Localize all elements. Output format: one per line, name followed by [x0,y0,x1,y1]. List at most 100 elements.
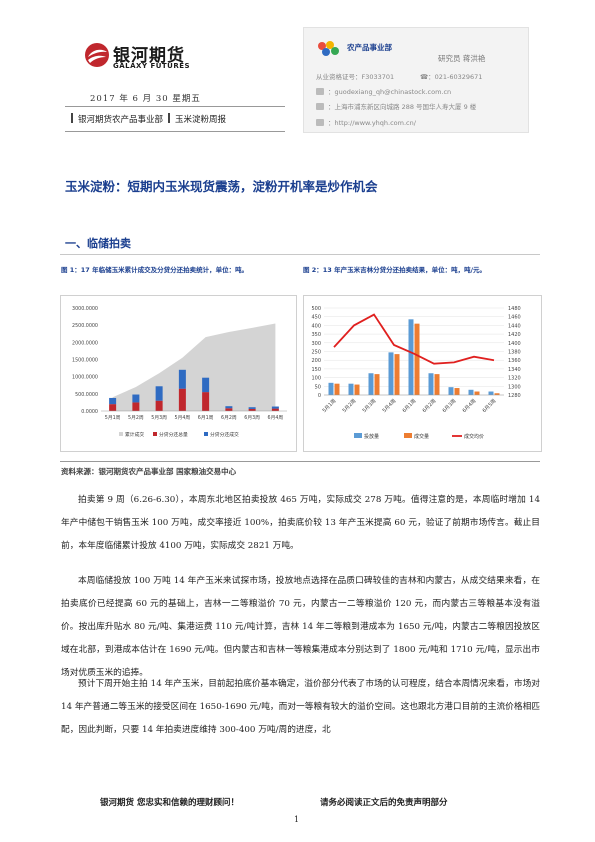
paragraph-3: 预计下周开始主拍 14 年产玉米，目前起拍底价基本确定，溢价部分代表了市场的认可… [61,679,540,735]
divider-mark [71,113,73,123]
divider-mark [168,113,171,123]
legend-swatch [404,433,412,438]
bar-volume-offered [488,391,494,395]
report-title: 玉米淀粉：短期内玉米现货震荡，淀粉开机率是炒作机会 [65,179,378,194]
bar-volume-offered [328,382,334,395]
header-divider [65,106,285,107]
bar-allocation-total [109,404,117,411]
bar-volume-traded [434,374,440,395]
paragraph-2: 本周临储投放 100 万吨 14 年产玉米来试探市场，投放地点选择在品质口碑较佳… [61,576,540,678]
series-area-cumulative [112,323,276,411]
source-divider [60,461,540,462]
report-date: 2017 年 6 月 30 星期五 [90,94,201,104]
legend-label: 投放量 [364,433,379,440]
website-link[interactable]: ：http://www.yhqh.com.cn/ [328,119,416,127]
legend-label: 累计成交 [125,431,144,438]
bar-allocation-total [132,402,140,411]
bar-allocation-deal [109,397,117,405]
bar-volume-traded [334,383,340,395]
license-number: 从业资格证号：F3033701 [316,73,395,81]
address-icon [316,103,324,110]
phone-number: ☎：021-60329671 [420,73,483,81]
email-icon [316,88,324,95]
x-tick-label: 6月4周 [268,415,284,421]
figure1-caption: 图 1：17 年临储玉米累计成交及分贷分还拍卖统计，单位：吨。 [61,266,249,274]
agri-dept-logo-icon [318,41,339,56]
bar-allocation-total [155,400,163,411]
figure2-caption: 图 2：13 年产玉米吉林分贷分还拍卖结果，单位：吨，吨/元。 [303,266,486,274]
email-link[interactable]: ：guodexiang_qh@chinastock.com.cn [328,88,452,96]
y-right-tick-label: 1440 [508,323,521,329]
data-source: 资料来源：银河期货农产品事业部 国家粮油交易中心 [61,467,237,476]
bar-volume-traded [494,393,500,395]
chart2-frame: 0 50 100 150 200 250 300 350 400 450 500 1280 1300 13… [303,295,542,452]
chart2-svg: 0 50 100 150 200 250 300 350 400 450 500 1280 1300 13… [311,306,521,440]
x-tick-label: 5月4周 [175,415,191,421]
footer-slogan: 银河期货 您忠实和信赖的理财顾问！ [100,798,239,808]
bar-allocation-total [248,408,256,411]
y-right-tick-label: 1400 [508,341,521,347]
y-right-tick-label: 1360 [508,358,521,364]
bar-volume-traded [374,374,380,395]
bar-allocation-deal [202,377,210,393]
y-left-tick-label: 100 [311,376,321,382]
y-right-tick-label: 1280 [508,393,521,399]
bar-volume-offered [368,373,374,395]
x-tick-label: 5月3周 [362,398,378,414]
bar-volume-offered [448,387,454,395]
paragraph-1: 拍卖第 9 周（6.26-6.30），本周东北地区拍卖投放 465 万吨，实际成… [61,495,540,551]
footer-disclaimer-link[interactable]: 请务必阅读正文后的免责声明部分 [320,798,448,808]
x-tick-label: 6月2周 [221,415,237,421]
bar-volume-traded [454,388,460,395]
y-tick-label: 2000.0000 [72,340,98,346]
y-right-tick-label: 1380 [508,350,521,356]
contact-department: 农产品事业部 [347,43,392,52]
bar-volume-traded [354,384,360,395]
section-heading: 一、临储拍卖 [65,237,131,250]
legend-swatch [354,433,362,438]
y-tick-label: 500.0000 [75,392,98,398]
department-name: 银河期货农产品事业部 [78,115,164,125]
y-right-tick-label: 1300 [508,384,521,390]
line-avg-price [333,313,495,365]
y-right-tick-label: 1480 [508,306,521,312]
bar-volume-offered [408,319,414,395]
logo-chinese: 银河期货 [113,46,185,66]
bar-allocation-deal [271,406,279,409]
bar-allocation-deal [132,394,140,403]
chart1-svg: 0.0000 500.0000 1000.0000 1500.0000 2000.000… [72,306,287,438]
y-tick-label: 1000.0000 [72,375,98,381]
y-right-tick-label: 1320 [508,376,521,382]
website-icon [316,119,324,126]
y-left-tick-label: 500 [311,306,321,312]
galaxy-logo-icon [85,43,109,67]
y-left-tick-label: 200 [311,358,321,364]
y-tick-label: 2500.0000 [72,323,98,329]
y-left-tick-label: 300 [311,341,321,347]
y-tick-label: 3000.0000 [72,306,98,312]
bar-volume-offered [428,373,434,395]
x-tick-label: 6月2周 [422,398,438,414]
x-tick-label: 5月2周 [342,398,358,414]
legend-label: 分贷分还成交 [210,431,239,438]
x-tick-label: 6月5周 [482,398,498,414]
y-left-tick-label: 400 [311,323,321,329]
address: ：上海市浦东新区向城路 288 号国华人寿大厦 9 楼 [328,103,477,111]
bar-volume-offered [348,383,354,395]
legend-swatch [119,432,123,436]
x-tick-label: 6月1周 [402,398,418,414]
bar-volume-traded [474,391,480,395]
bar-allocation-total [271,408,279,411]
y-left-tick-label: 50 [315,384,321,390]
y-right-tick-label: 1420 [508,332,521,338]
bar-allocation-total [225,408,233,411]
analyst-name: 研究员 蒋洪艳 [438,54,486,63]
bar-allocation-deal [248,407,256,409]
legend-swatch [153,432,157,436]
bar-allocation-total [202,392,210,411]
contact-box [303,27,529,133]
y-right-tick-label: 1340 [508,367,521,373]
header-divider [65,131,285,132]
bar-allocation-deal [178,369,186,389]
x-tick-label: 6月4周 [462,398,478,414]
